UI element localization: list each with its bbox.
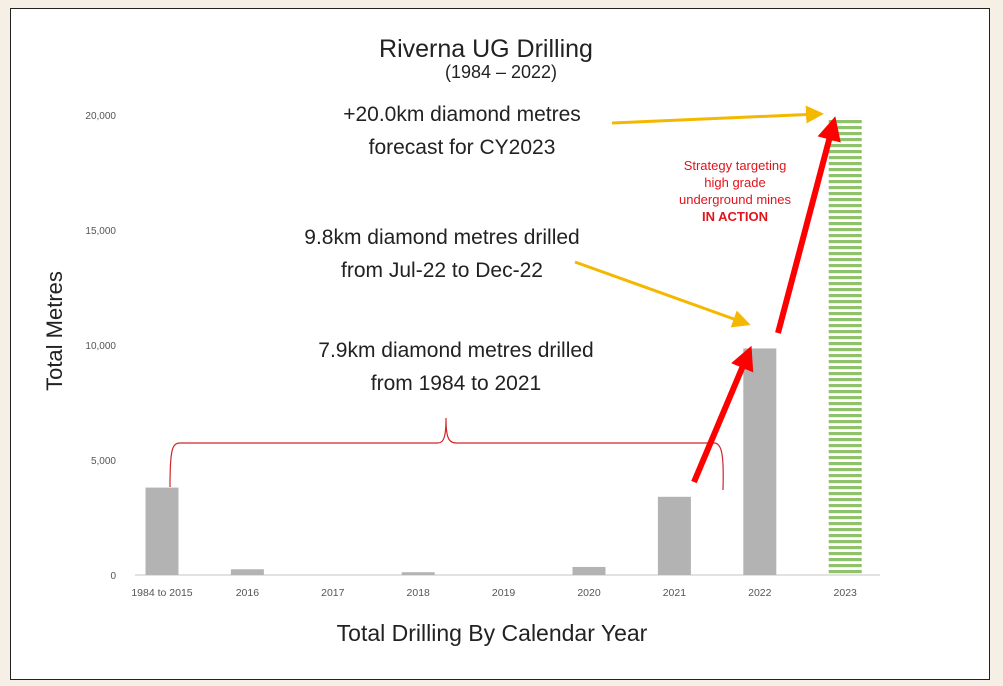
growth-arrow-2021-2022 bbox=[691, 345, 754, 484]
annotation-line: +20.0km diamond metres bbox=[343, 103, 581, 126]
historic-annotation: 7.9km diamond metres drilled from 1984 t… bbox=[236, 334, 676, 400]
x-axis-label: Total Drilling By Calendar Year bbox=[336, 620, 648, 646]
annotation-emphasis: IN ACTION bbox=[702, 209, 768, 224]
bar-2022 bbox=[743, 348, 777, 575]
strategy-annotation: Strategy targeting high grade undergroun… bbox=[640, 157, 830, 225]
annotation-line: underground mines bbox=[678, 192, 792, 207]
forecast-annotation: +20.0km diamond metres forecast for CY20… bbox=[262, 98, 662, 164]
y-tick-label: 20,000 bbox=[85, 111, 116, 122]
bar-1984-to-2015 bbox=[145, 487, 179, 575]
chart-subtitle: (1984 – 2022) bbox=[444, 62, 558, 82]
bar-2020 bbox=[572, 566, 606, 575]
bar-2016 bbox=[230, 569, 264, 575]
historic-bracket bbox=[169, 417, 724, 491]
annotation-line: forecast for CY2023 bbox=[368, 136, 556, 159]
y-tick-label: 0 bbox=[110, 571, 116, 582]
drilled-2022-annotation: 9.8km diamond metres drilled from Jul-22… bbox=[242, 221, 642, 287]
bar-2023 bbox=[828, 117, 862, 576]
x-tick-label: 2020 bbox=[577, 587, 601, 599]
annotation-line: 7.9km diamond metres drilled bbox=[318, 339, 594, 362]
x-tick-label: 1984 to 2015 bbox=[131, 587, 192, 599]
forecast-arrow bbox=[611, 105, 824, 125]
x-tick-label: 2022 bbox=[748, 587, 772, 599]
annotation-line: high grade bbox=[704, 175, 766, 190]
y-tick-label: 5,000 bbox=[91, 456, 116, 467]
x-tick-label: 2023 bbox=[834, 587, 858, 599]
bar-2021 bbox=[657, 496, 691, 575]
drilled-2022-arrow bbox=[574, 260, 751, 328]
growth-arrow-2022-2023 bbox=[775, 116, 841, 334]
x-tick-label: 2018 bbox=[407, 587, 431, 599]
y-tick-label: 10,000 bbox=[85, 341, 116, 352]
x-tick-label: 2017 bbox=[321, 587, 345, 599]
bar-2018 bbox=[401, 572, 435, 575]
annotation-line: from 1984 to 2021 bbox=[370, 372, 542, 395]
x-tick-label: 2019 bbox=[492, 587, 516, 599]
y-tick-label: 15,000 bbox=[85, 226, 116, 237]
x-tick-label: 2016 bbox=[236, 587, 260, 599]
annotation-line: 9.8km diamond metres drilled bbox=[304, 226, 580, 249]
chart-title: Riverna UG Drilling bbox=[379, 35, 593, 63]
annotation-line: from Jul-22 to Dec-22 bbox=[341, 259, 543, 282]
annotation-line: Strategy targeting bbox=[683, 158, 787, 173]
y-axis-label: Total Metres bbox=[42, 271, 67, 391]
x-tick-label: 2021 bbox=[663, 587, 687, 599]
